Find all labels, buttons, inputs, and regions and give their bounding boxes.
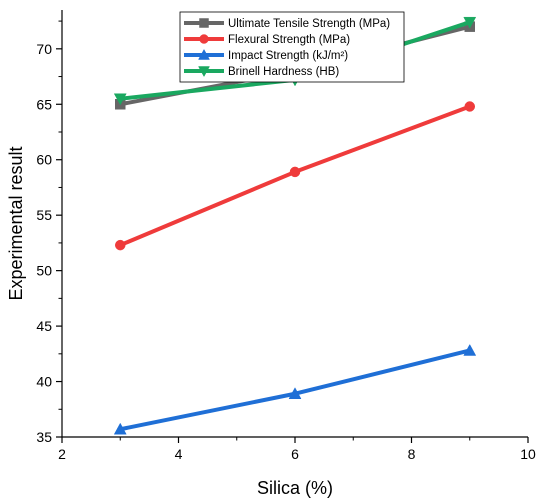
x-tick-label: 2 xyxy=(58,446,66,462)
data-point xyxy=(288,387,302,399)
legend: Ultimate Tensile Strength (MPa) Flexural … xyxy=(179,11,405,83)
series-3 xyxy=(113,343,477,435)
x-tick-label: 10 xyxy=(520,446,536,462)
legend-label: Ultimate Tensile Strength (MPa) xyxy=(228,18,390,30)
legend-marker xyxy=(199,18,209,28)
y-tick-label: 50 xyxy=(36,263,52,279)
legend-item: Flexural Strength (MPa) xyxy=(184,34,350,46)
x-tick-label: 4 xyxy=(175,446,183,462)
legend-item: Ultimate Tensile Strength (MPa) xyxy=(184,18,390,30)
legend-item: Brinell Hardness (HB) xyxy=(184,66,339,78)
y-tick-label: 35 xyxy=(36,429,52,445)
x-tick-label: 6 xyxy=(291,446,299,462)
legend-marker xyxy=(198,66,210,78)
legend-item: Impact Strength (kJ/m²) xyxy=(184,48,348,62)
y-ticks: 35 40 45 50 55 60 65 70 xyxy=(36,20,62,445)
data-point xyxy=(113,93,127,106)
y-tick-label: 40 xyxy=(36,374,52,390)
data-point xyxy=(289,166,301,178)
data-point xyxy=(464,101,475,112)
series-2 xyxy=(115,101,475,251)
x-axis-title: Silica (%) xyxy=(257,478,333,498)
legend-label: Flexural Strength (MPa) xyxy=(228,34,350,46)
legend-marker xyxy=(198,48,210,60)
legend-label: Brinell Hardness (HB) xyxy=(228,66,339,78)
data-point xyxy=(463,343,477,356)
y-tick-label: 60 xyxy=(36,152,52,168)
y-axis-title: Experimental result xyxy=(6,146,26,300)
y-tick-label: 55 xyxy=(36,207,52,223)
y-tick-label: 65 xyxy=(36,96,52,112)
data-point xyxy=(463,16,477,29)
x-tick-label: 8 xyxy=(408,446,416,462)
legend-label: Impact Strength (kJ/m²) xyxy=(228,50,348,62)
y-tick-label: 70 xyxy=(36,41,52,57)
x-ticks: 2 4 6 8 10 xyxy=(58,437,536,462)
data-point xyxy=(115,239,126,251)
data-point xyxy=(113,422,127,435)
y-tick-label: 45 xyxy=(36,318,52,334)
legend-marker xyxy=(199,34,209,44)
